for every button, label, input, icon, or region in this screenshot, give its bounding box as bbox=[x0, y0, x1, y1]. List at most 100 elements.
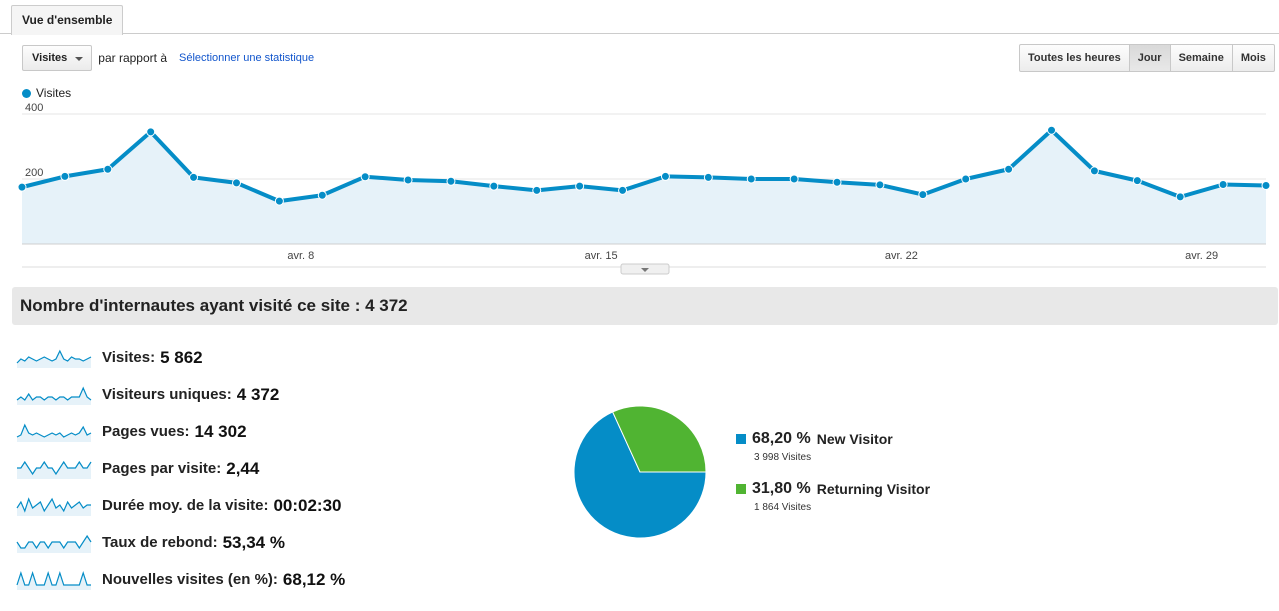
metric-row[interactable]: Visiteurs uniques: 4 372 bbox=[16, 376, 345, 413]
data-point[interactable] bbox=[446, 176, 456, 186]
data-point[interactable] bbox=[489, 181, 499, 191]
data-point[interactable] bbox=[1004, 164, 1014, 174]
metrics-list: Visites: 5 862 Visiteurs uniques: 4 372 Page… bbox=[16, 339, 345, 598]
sparkline bbox=[16, 349, 92, 368]
pie-legend: 68,20 % New Visitor 3 998 Visites 31,80 % Re… bbox=[736, 430, 930, 530]
metric-value: 53,34 % bbox=[222, 532, 285, 552]
pie-legend-percent: 31,80 % bbox=[752, 480, 811, 497]
sparkline bbox=[17, 460, 92, 479]
data-point[interactable] bbox=[403, 175, 413, 185]
visits-area bbox=[22, 130, 1266, 244]
data-point[interactable] bbox=[918, 190, 928, 200]
chevron-down-icon bbox=[75, 57, 84, 61]
y-tick-label: 200 bbox=[25, 167, 43, 179]
tab-overview[interactable]: Vue d'ensemble bbox=[11, 5, 124, 35]
data-point[interactable] bbox=[103, 164, 113, 174]
metric-dropdown[interactable]: Visites bbox=[22, 45, 93, 71]
data-point[interactable] bbox=[660, 171, 670, 181]
data-point[interactable] bbox=[1175, 192, 1185, 202]
x-tick-label: avr. 8 bbox=[287, 250, 314, 262]
metric-value: 00:02:30 bbox=[273, 495, 342, 515]
metric-row[interactable]: Pages vues: 14 302 bbox=[16, 413, 345, 450]
metric-value: 14 302 bbox=[194, 421, 247, 441]
y-tick-label: 400 bbox=[25, 102, 43, 114]
metric-row[interactable]: Nouvelles visites (en %): 68,12 % bbox=[16, 561, 345, 598]
period-day-button[interactable]: Jour bbox=[1128, 44, 1171, 72]
data-point[interactable] bbox=[832, 177, 842, 187]
pie-slice-new-visitor[interactable] bbox=[573, 411, 707, 539]
pie-legend-count: 1 864 Visites bbox=[754, 502, 812, 513]
select-metric-link[interactable]: Sélectionner une statistique bbox=[179, 52, 315, 64]
metric-label: Visites: bbox=[102, 349, 156, 366]
data-point[interactable] bbox=[746, 174, 756, 184]
legend-swatch-icon bbox=[736, 484, 746, 494]
data-point[interactable] bbox=[1047, 125, 1057, 135]
x-tick-label: avr. 22 bbox=[885, 250, 918, 262]
metric-value: 2,44 bbox=[226, 458, 260, 478]
data-point[interactable] bbox=[961, 174, 971, 184]
data-point[interactable] bbox=[1132, 176, 1142, 186]
data-point[interactable] bbox=[575, 181, 585, 191]
data-point[interactable] bbox=[189, 172, 199, 182]
chart-legend: Visites bbox=[22, 86, 71, 100]
data-point[interactable] bbox=[274, 196, 284, 206]
period-selector: Toutes les heures Jour Semaine Mois bbox=[1019, 44, 1275, 72]
data-point[interactable] bbox=[789, 174, 799, 184]
data-point[interactable] bbox=[875, 180, 885, 190]
chart-collapse-handle[interactable] bbox=[620, 263, 670, 275]
pie-legend-item: 31,80 % Returning Visitor 1 864 Visites bbox=[736, 480, 930, 513]
pie-legend-percent: 68,20 % bbox=[752, 430, 811, 447]
metric-dropdown-label: Visites bbox=[32, 52, 68, 64]
legend-swatch-icon bbox=[736, 434, 746, 444]
data-point[interactable] bbox=[1261, 181, 1271, 190]
metric-label: Durée moy. de la visite: bbox=[102, 497, 269, 514]
data-point[interactable] bbox=[60, 171, 70, 181]
period-week-button[interactable]: Semaine bbox=[1169, 44, 1233, 72]
data-point[interactable] bbox=[146, 127, 156, 137]
data-point[interactable] bbox=[618, 185, 628, 195]
metric-row[interactable]: Taux de rebond: 53,34 % bbox=[16, 524, 345, 561]
data-point[interactable] bbox=[703, 172, 713, 182]
data-point[interactable] bbox=[317, 190, 327, 200]
period-hourly-button[interactable]: Toutes les heures bbox=[1019, 44, 1130, 72]
data-point[interactable] bbox=[1089, 166, 1099, 176]
sparkline bbox=[16, 570, 91, 590]
metric-label: Taux de rebond: bbox=[102, 534, 218, 551]
chart-controls: Visites par rapport à Sélectionner une s… bbox=[22, 44, 314, 72]
metric-label: Visiteurs uniques: bbox=[102, 386, 232, 403]
pie-legend-item: 68,20 % New Visitor 3 998 Visites bbox=[736, 430, 930, 463]
data-point[interactable] bbox=[17, 182, 27, 192]
data-point[interactable] bbox=[231, 178, 241, 188]
visits-line bbox=[21, 128, 1267, 204]
visitor-type-pie-chart bbox=[573, 405, 707, 539]
pie-legend-count: 3 998 Visites bbox=[754, 452, 812, 463]
metric-value: 68,12 % bbox=[282, 569, 346, 589]
sparkline bbox=[16, 423, 92, 442]
data-point[interactable] bbox=[1218, 180, 1228, 190]
chevron-down-icon bbox=[641, 268, 649, 272]
pie-slice-returning-visitor[interactable] bbox=[611, 405, 707, 473]
tab-bar: Vue d'ensemble bbox=[0, 0, 1279, 35]
summary-title: Nombre d'internautes ayant visité ce sit… bbox=[12, 287, 1278, 325]
metric-value: 4 372 bbox=[236, 384, 280, 404]
pie-legend-name: Returning Visitor bbox=[816, 481, 931, 497]
sparkline bbox=[16, 496, 91, 516]
x-tick-label: avr. 15 bbox=[585, 250, 618, 262]
data-point[interactable] bbox=[532, 185, 542, 195]
legend-dot-icon bbox=[22, 88, 31, 98]
metric-row[interactable]: Durée moy. de la visite: 00:02:30 bbox=[16, 487, 345, 524]
data-point[interactable] bbox=[360, 172, 370, 182]
pie-legend-name: New Visitor bbox=[816, 431, 893, 447]
metric-value: 5 862 bbox=[160, 347, 203, 367]
metric-row[interactable]: Pages par visite: 2,44 bbox=[16, 450, 345, 487]
metric-row[interactable]: Visites: 5 862 bbox=[16, 339, 345, 376]
x-tick-label: avr. 29 bbox=[1185, 250, 1218, 262]
metric-label: Pages vues: bbox=[102, 423, 190, 440]
sparkline bbox=[16, 385, 92, 405]
sparkline bbox=[16, 534, 92, 553]
metric-label: Pages par visite: bbox=[102, 460, 222, 477]
legend-label: Visites bbox=[36, 86, 72, 100]
compare-text: par rapport à bbox=[98, 51, 167, 65]
metric-label: Nouvelles visites (en %): bbox=[102, 571, 278, 588]
period-month-button[interactable]: Mois bbox=[1231, 44, 1275, 72]
